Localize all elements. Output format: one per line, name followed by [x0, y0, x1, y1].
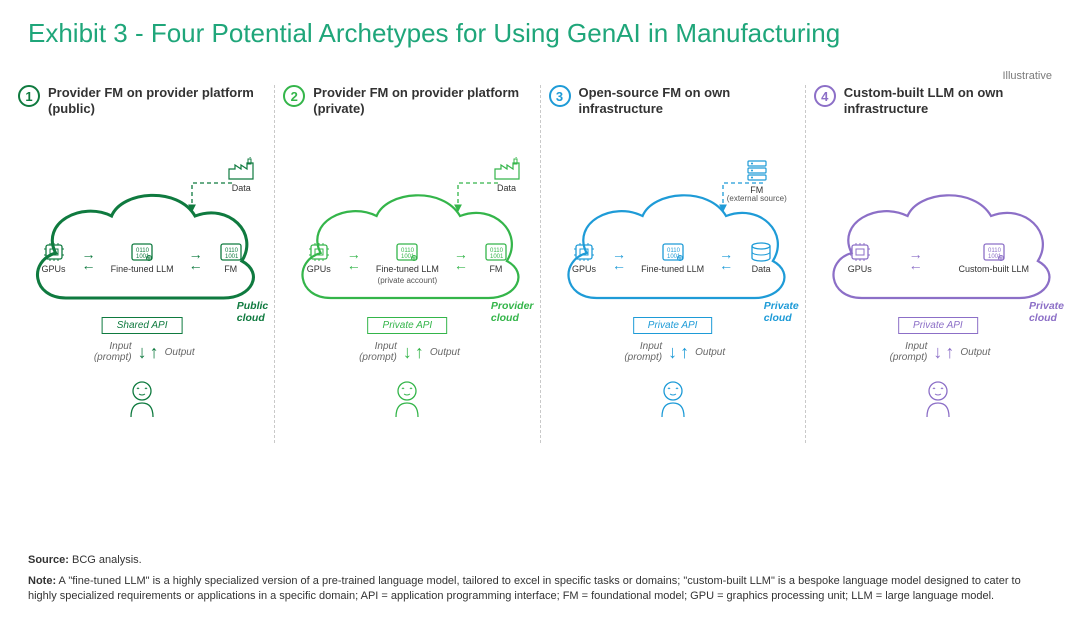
archetype-title: Provider FM on provider platform (privat…	[313, 85, 531, 118]
io-arrows-icon: ↓↑	[403, 343, 424, 361]
cloud-slot-chip: GPUs	[306, 241, 332, 275]
io-row: Input(prompt) ↓↑ Output	[90, 341, 195, 363]
cloud-slot-llm: 01101001 Fine-tuned LLM	[641, 241, 704, 275]
archetype-4: 4 Custom-built LLM on own infrastructure…	[805, 85, 1070, 443]
io-arrows-icon: ↓↑	[668, 343, 689, 361]
input-label: Input(prompt)	[620, 341, 662, 363]
archetype-3: 3 Open-source FM on own infrastructure F…	[540, 85, 805, 443]
user-icon	[921, 379, 955, 424]
output-label: Output	[165, 347, 195, 358]
io-arrows-icon: ↓↑	[138, 343, 159, 361]
cloud-type-label: Privatecloud	[1029, 301, 1064, 324]
archetype-title: Custom-built LLM on own infrastructure	[844, 85, 1062, 118]
svg-text:1001: 1001	[225, 254, 239, 260]
cloud-slot-chip: GPUs	[41, 241, 67, 275]
slot-label: GPUs	[307, 265, 331, 275]
cloud-slot-fm: 01101001 FM	[483, 241, 509, 275]
archetype-title: Open-source FM on own infrastructure	[579, 85, 797, 118]
output-label: Output	[430, 347, 460, 358]
slot-label: Fine-tuned LLM	[376, 265, 439, 275]
archetype-1: 1 Provider FM on provider platform (publ…	[10, 85, 274, 443]
svg-text:1001: 1001	[667, 254, 681, 260]
archetype-number-badge: 1	[18, 85, 40, 107]
source-label: Source:	[28, 554, 69, 566]
slot-label: GPUs	[848, 265, 872, 275]
cloud-slot-llm: 01101001 Fine-tuned LLM (private account…	[376, 241, 439, 286]
bidir-arrow-icon: →←	[719, 241, 733, 270]
user-icon	[125, 379, 159, 424]
io-row: Input(prompt) ↓↑ Output	[885, 341, 990, 363]
archetype-2: 2 Provider FM on provider platform (priv…	[274, 85, 539, 443]
archetype-number-badge: 3	[549, 85, 571, 107]
bidir-arrow-icon: →←	[454, 241, 468, 270]
io-row: Input(prompt) ↓↑ Output	[355, 341, 460, 363]
cloud-type-label: Privatecloud	[764, 301, 799, 324]
cloud-icon: GPUs →← 01101001 Fine-tuned LLM →← Data	[551, 183, 795, 323]
input-label: Input(prompt)	[90, 341, 132, 363]
api-box: Private API	[898, 317, 978, 334]
api-box: Private API	[633, 317, 713, 334]
cloud-slot-llm: 01101001 Fine-tuned LLM	[111, 241, 174, 275]
note-label: Note:	[28, 575, 56, 587]
input-label: Input(prompt)	[885, 341, 927, 363]
input-label: Input(prompt)	[355, 341, 397, 363]
note-text: A "fine-tuned LLM" is a highly specializ…	[28, 575, 1021, 602]
cloud-type-label: Providercloud	[491, 301, 534, 324]
svg-text:1001: 1001	[490, 254, 504, 260]
cloud-slot-chip: GPUs	[847, 241, 873, 275]
archetype-number-badge: 2	[283, 85, 305, 107]
user-icon	[390, 379, 424, 424]
footer-notes: Source: BCG analysis. Note: A "fine-tune…	[28, 553, 1052, 604]
output-label: Output	[695, 347, 725, 358]
slot-sublabel: (private account)	[378, 277, 438, 286]
slot-label: GPUs	[42, 265, 66, 275]
output-label: Output	[960, 347, 990, 358]
cloud-icon: GPUs →← 01101001 Fine-tuned LLM →← 01101…	[20, 183, 264, 323]
bidir-arrow-icon: →←	[612, 241, 626, 270]
slot-label: Data	[752, 265, 771, 275]
api-box: Shared API	[102, 317, 183, 334]
cloud-slot-chip: GPUs	[571, 241, 597, 275]
cloud-icon: GPUs →← 01101001 Custom-built LLM	[816, 183, 1060, 323]
slot-label: Fine-tuned LLM	[641, 265, 704, 275]
slot-label: GPUs	[572, 265, 596, 275]
io-row: Input(prompt) ↓↑ Output	[620, 341, 725, 363]
svg-text:1001: 1001	[401, 254, 415, 260]
bidir-arrow-icon: →←	[909, 241, 923, 270]
api-box: Private API	[368, 317, 448, 334]
cloud-slot-llm: 01101001 Custom-built LLM	[959, 241, 1030, 275]
bidir-arrow-icon: →←	[347, 241, 361, 270]
bidir-arrow-icon: →←	[189, 241, 203, 270]
slot-label: Custom-built LLM	[959, 265, 1030, 275]
exhibit-title: Exhibit 3 - Four Potential Archetypes fo…	[0, 0, 1080, 55]
slot-label: FM	[224, 265, 237, 275]
slot-label: FM	[489, 265, 502, 275]
cloud-slot-fm: 01101001 FM	[218, 241, 244, 275]
archetype-grid: 1 Provider FM on provider platform (publ…	[0, 55, 1080, 443]
slot-label: Fine-tuned LLM	[111, 265, 174, 275]
archetype-number-badge: 4	[814, 85, 836, 107]
svg-text:1001: 1001	[136, 254, 150, 260]
svg-text:1001: 1001	[988, 254, 1002, 260]
illustrative-label: Illustrative	[1002, 70, 1052, 82]
cloud-type-label: Publiccloud	[237, 301, 269, 324]
bidir-arrow-icon: →←	[82, 241, 96, 270]
cloud-slot-db: Data	[748, 241, 774, 275]
source-text: BCG analysis.	[69, 554, 142, 566]
io-arrows-icon: ↓↑	[933, 343, 954, 361]
user-icon	[656, 379, 690, 424]
archetype-title: Provider FM on provider platform (public…	[48, 85, 266, 118]
